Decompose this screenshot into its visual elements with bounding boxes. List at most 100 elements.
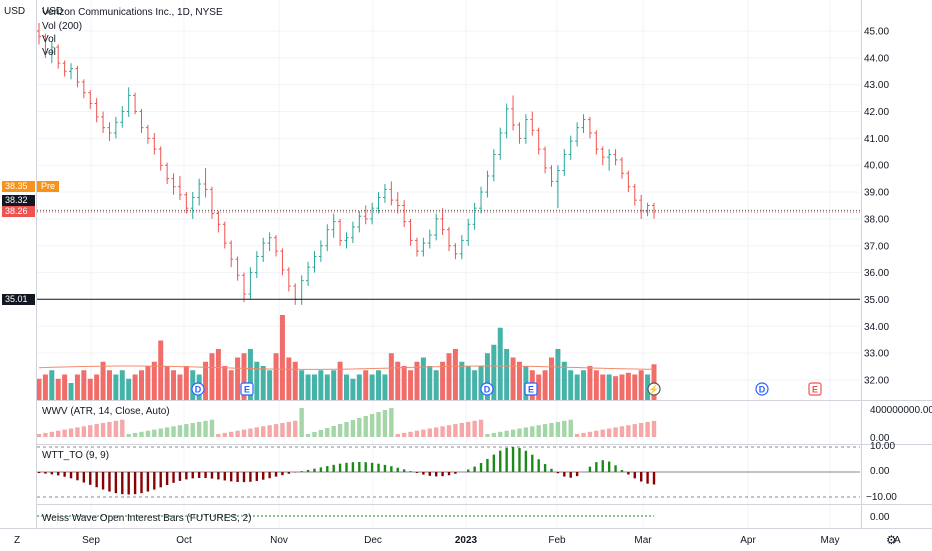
wwv-bar <box>542 424 548 437</box>
volume-bar <box>408 370 414 400</box>
wwv-bar <box>491 432 497 437</box>
volume-bar <box>279 315 285 400</box>
vol-legend-1[interactable]: Vol (200) <box>42 21 83 32</box>
wwv-tick-top: 400000000.00 <box>870 405 932 416</box>
volume-bar <box>324 374 330 400</box>
wwv-bar <box>248 428 253 437</box>
wwv-bar <box>216 434 221 437</box>
volume-bar <box>37 378 42 400</box>
wwv-bar <box>164 427 170 437</box>
volume-bar <box>286 357 292 400</box>
currency-label: USD <box>42 6 64 17</box>
wwv-bar <box>600 429 605 437</box>
volume-bar <box>311 374 317 400</box>
wwv-bar <box>261 426 266 437</box>
volume-bar <box>68 383 74 400</box>
wwv-bar <box>401 432 407 437</box>
vol-legend-3[interactable]: Vol <box>42 47 56 58</box>
wwv-bar <box>619 426 625 437</box>
wwv-bar <box>498 431 503 437</box>
price-axis[interactable]: 45.00 44.00 43.00 42.00 41.00 40.00 39.00 38.00… <box>861 0 932 528</box>
split-marker-icon[interactable]: ⚡ <box>647 382 661 396</box>
pane-separator[interactable] <box>37 400 932 401</box>
marker-label: E <box>244 385 250 395</box>
volume-bar <box>497 327 503 400</box>
auto-scale-button[interactable]: A <box>894 535 901 546</box>
wwv-bar <box>228 431 234 437</box>
price-tick-label: 41.00 <box>864 134 889 145</box>
wwv-bar <box>562 420 567 437</box>
volume-bar <box>376 370 382 400</box>
wwv-bar <box>75 427 80 437</box>
wtt-tick-zero: 0.00 <box>870 466 890 477</box>
wwv-bar <box>222 432 227 437</box>
wwv-bar <box>408 431 413 437</box>
dividend-marker-icon[interactable]: D <box>191 382 205 396</box>
wwv-bar <box>203 420 208 437</box>
wwv-bar <box>286 421 292 437</box>
dividend-marker-icon[interactable]: D <box>755 382 769 396</box>
time-axis[interactable]: Z Sep Oct Nov Dec 2023 Feb Mar Apr May ⚙… <box>0 528 932 551</box>
volume-bar <box>292 361 298 400</box>
wwv-bar <box>523 427 529 437</box>
wwv-bar <box>485 434 490 437</box>
time-label-nov: Nov <box>270 535 288 546</box>
wwv-bar <box>100 423 106 437</box>
volume-bar <box>87 378 93 400</box>
earnings-marker-icon[interactable]: E <box>240 382 254 396</box>
vol-legend-2[interactable]: Vol <box>42 34 56 45</box>
volume-bar <box>126 378 132 400</box>
time-label-oct: Oct <box>176 535 192 546</box>
chart-plot-area[interactable]: D E D E ⚡ D E <box>37 0 860 528</box>
wwv-bar <box>382 410 388 437</box>
volume-bar <box>356 374 362 400</box>
price-tick-label: 40.00 <box>864 161 889 172</box>
volume-bar <box>209 353 215 400</box>
volume-bar <box>536 374 542 400</box>
zoom-toggle-button[interactable]: Z <box>14 535 21 546</box>
wwv-bar <box>440 426 445 437</box>
volume-bar <box>183 366 189 400</box>
wwv-title[interactable]: WWV (ATR, 14, Close, Auto) <box>42 406 170 417</box>
time-label-2023: 2023 <box>454 535 478 546</box>
time-label-mar: Mar <box>634 535 652 546</box>
wwv-bar <box>56 430 61 437</box>
volume-bar <box>273 353 279 400</box>
volume-bar <box>350 378 356 400</box>
wwv-bar <box>357 418 362 437</box>
wwv-bar <box>177 425 183 437</box>
level-price-tag: 35.01 <box>2 294 35 305</box>
volume-bar <box>555 349 561 400</box>
volume-bar <box>74 374 80 400</box>
pane-separator[interactable] <box>37 504 932 505</box>
weiss-title[interactable]: Weiss Wave Open Interest Bars (FUTURES, … <box>42 513 252 524</box>
wwv-bar <box>126 434 131 437</box>
chart-canvas[interactable]: D E D E ⚡ D E <box>37 0 860 528</box>
marker-shape <box>240 382 254 396</box>
wwv-bar <box>350 420 356 437</box>
wtt-tick-bottom: −10.00 <box>866 492 897 503</box>
wwv-bar <box>139 431 144 437</box>
volume-bar <box>337 361 343 400</box>
symbol-title[interactable]: Verizon Communications Inc., 1D, NYSE <box>42 7 223 18</box>
wtt-title[interactable]: WTT_TO (9, 9) <box>42 450 110 461</box>
price-tick-label: 44.00 <box>864 53 889 64</box>
marker-shape <box>191 382 205 396</box>
volume-bar <box>452 349 458 400</box>
marker-shape <box>647 382 661 396</box>
wwv-bar <box>651 420 657 437</box>
earnings-marker-icon[interactable]: E <box>524 382 538 396</box>
wwv-bar <box>581 432 586 437</box>
wwv-bar <box>43 432 48 437</box>
wwv-bar <box>235 430 240 437</box>
volume-bar <box>235 357 241 400</box>
volume-bar <box>491 344 497 400</box>
earnings-marker-icon[interactable]: E <box>808 382 822 396</box>
settings-gear-icon[interactable]: ⚙ <box>886 533 897 547</box>
pane-separator[interactable] <box>37 444 932 445</box>
volume-bar <box>420 357 426 400</box>
volume-bar <box>177 374 183 400</box>
price-tick-label: 36.00 <box>864 268 889 279</box>
wtt-tick-top: 10.00 <box>870 441 896 452</box>
dividend-marker-icon[interactable]: D <box>480 382 494 396</box>
